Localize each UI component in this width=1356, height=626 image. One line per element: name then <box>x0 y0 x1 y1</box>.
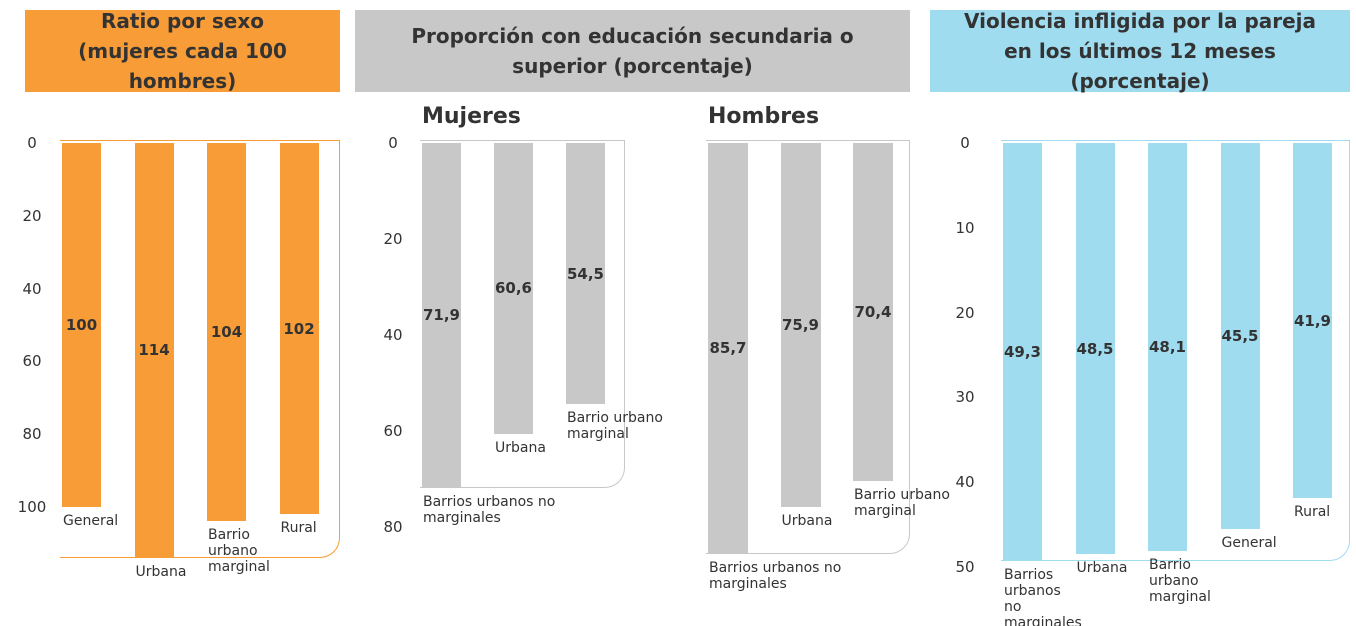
bar <box>62 143 101 507</box>
category-label: Urbana <box>781 512 833 529</box>
bar <box>279 143 319 515</box>
bar <box>1075 143 1115 555</box>
y-tick-label: 20 <box>955 303 975 322</box>
y-tick-label: 60 <box>383 421 403 440</box>
value-label: 85,7 <box>709 339 747 358</box>
category-label: Barrios urbanos no marginales <box>1004 567 1082 626</box>
y-tick-label: 80 <box>22 425 42 444</box>
value-label: 100 <box>65 315 98 334</box>
value-label: 41,9 <box>1293 311 1331 330</box>
category-label: General <box>63 512 119 529</box>
chart-subtitle: Mujeres <box>422 104 521 129</box>
plot-frame <box>706 140 910 554</box>
y-tick-label: 20 <box>22 206 42 225</box>
bar <box>853 143 893 481</box>
y-tick-label: 50 <box>955 558 975 576</box>
bar <box>1003 143 1042 562</box>
y-tick-label: 0 <box>27 134 37 152</box>
value-label: 45,5 <box>1221 326 1259 345</box>
value-label: 60,6 <box>494 279 532 298</box>
value-label: 48,1 <box>1148 337 1186 356</box>
category-label: Urbana <box>495 439 546 456</box>
panel-header: Violencia infligida por la pareja en los… <box>930 9 1350 93</box>
y-tick-label: 40 <box>383 325 403 344</box>
plot-frame <box>60 140 340 558</box>
chart-subtitle: Hombres <box>708 104 820 129</box>
value-label: 54,5 <box>566 264 604 283</box>
bar <box>134 143 174 558</box>
bar <box>1148 143 1187 551</box>
bar <box>494 143 533 434</box>
y-tick-label: 20 <box>383 229 403 248</box>
category-label: Rural <box>280 520 317 537</box>
y-tick-label: 0 <box>960 134 970 152</box>
plot-frame <box>1001 140 1350 562</box>
panel-header: Ratio por sexo (mujeres cada 100 hombres… <box>25 9 340 93</box>
category-label: Barrios urbanos no marginales <box>709 559 842 592</box>
category-label: Barrio urbano marginal <box>567 410 663 443</box>
category-label: Rural <box>1294 504 1331 521</box>
bar <box>422 143 461 488</box>
value-label: 49,3 <box>1003 343 1041 362</box>
y-tick-label: 40 <box>22 279 42 298</box>
plot-frame <box>420 140 625 488</box>
category-label: Barrio urbano marginal <box>208 527 270 576</box>
category-label: Barrio urbano marginal <box>854 486 950 519</box>
category-label: Barrios urbanos no marginales <box>423 493 556 526</box>
category-label: Barrio urbano marginal <box>1149 556 1211 605</box>
value-label: 104 <box>210 323 243 342</box>
category-label: Urbana <box>1076 560 1128 577</box>
category-label: Urbana <box>135 563 187 580</box>
y-tick-label: 10 <box>955 218 975 237</box>
bar <box>207 143 246 522</box>
bar <box>1293 143 1332 499</box>
panel-header: Proporción con educación secundaria o su… <box>355 10 910 92</box>
value-label: 48,5 <box>1076 339 1114 358</box>
y-tick-label: 30 <box>955 388 975 407</box>
value-label: 102 <box>283 319 315 338</box>
bar <box>780 143 821 507</box>
category-label: General <box>1221 534 1277 551</box>
value-label: 114 <box>138 341 170 360</box>
bar <box>708 143 748 554</box>
bar <box>1220 143 1260 529</box>
value-label: 70,4 <box>854 302 892 321</box>
y-tick-label: 100 <box>17 497 47 516</box>
y-tick-label: 40 <box>955 473 975 492</box>
y-tick-label: 80 <box>383 517 403 536</box>
y-tick-label: 60 <box>22 352 42 371</box>
bar <box>566 143 605 405</box>
value-label: 75,9 <box>781 315 819 334</box>
y-tick-label: 0 <box>388 134 398 152</box>
value-label: 71,9 <box>422 306 460 325</box>
